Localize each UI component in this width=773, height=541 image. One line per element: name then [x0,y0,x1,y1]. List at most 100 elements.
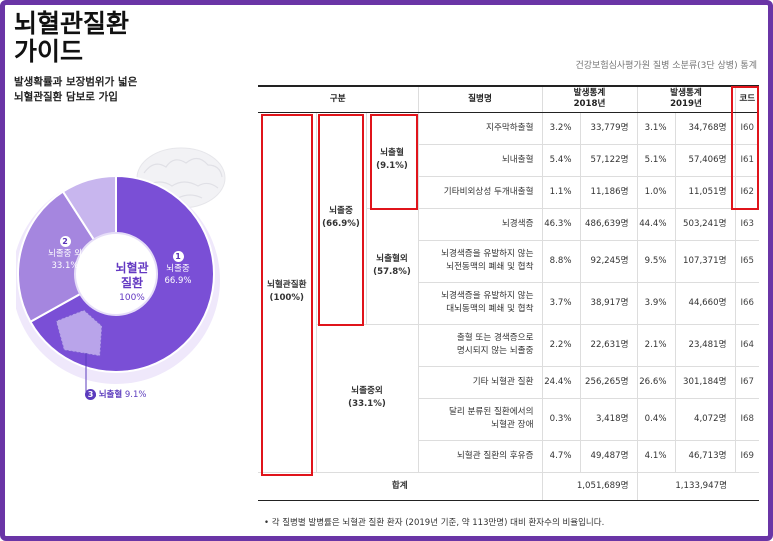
pct-2018: 24.4% [541,366,580,399]
disease-code: I66 [734,282,759,325]
table-row: 뇌졸중외 (33.1%) 출혈 또는 경색증으로 명시되지 않는 뇌졸중 2.2… [258,324,759,473]
pct-2019: 2.1% [636,324,675,367]
group-stroke: 뇌졸중 (66.9%) [315,112,366,325]
count-2019: 23,481명 [674,324,735,367]
pct-2018: 0.3% [541,398,580,441]
count-2019: 4,072명 [674,398,735,441]
total-2018: 1,051,689명 [541,471,637,501]
disease-code: I68 [734,398,759,441]
pct-2018: 4.7% [541,440,580,473]
count-2019: 46,713명 [674,440,735,473]
segment-1-pct: 66.9% [164,276,192,286]
source-note: 건강보험심사평가원 질병 소분류(3단 상병) 통계 [575,61,757,71]
segment-2-pct: 33.1% [51,261,79,271]
pct-2018: 5.4% [541,144,580,177]
segment-3-name: 뇌출혈 [98,390,123,400]
disease-name: 지주막하출혈 [417,112,542,145]
table-row: 뇌출혈외 (57.8%) 뇌경색증 46.3% 486,639명 44.4% 5… [258,208,759,325]
header-2018: 발생통계 2018년 [541,85,637,113]
count-2019: 301,184명 [674,366,735,399]
page-subtitle: 발생확률과 보장범위가 넓은 뇌혈관질환 담보로 가입 [14,75,137,105]
disease-code: I69 [734,440,759,473]
donut-hole [75,233,157,315]
count-2019: 11,051명 [674,176,735,209]
group-level-1-name: 뇌혈관질환 [266,280,307,290]
segment-2-number: 2 [59,236,71,247]
count-2018: 57,122명 [579,144,637,177]
count-2018: 33,779명 [579,112,637,145]
footnote: • 각 질병별 발병률은 뇌혈관 질환 환자 (2019년 기준, 약 113만… [264,518,605,528]
count-2019: 107,371명 [674,240,735,283]
pct-2019: 26.6% [636,366,675,399]
pct-2019: 44.4% [636,208,675,241]
donut-center-title-2: 질환 [120,276,144,290]
pct-2019: 3.1% [636,112,675,145]
pct-2019: 4.1% [636,440,675,473]
title-line-2: 가이드 [14,37,84,66]
header-code: 코드 [734,85,759,113]
pct-2018: 8.8% [541,240,580,283]
count-2018: 49,487명 [579,440,637,473]
disease-code: I62 [734,176,759,209]
table-row: 달리 분류된 질환에서의 뇌혈관 장애 0.3% 3,418명 0.4% 4,0… [258,398,759,441]
subtitle-line-2: 뇌혈관질환 담보로 가입 [14,91,118,103]
segment-1-name: 뇌졸중 [166,264,190,274]
table-row: 뇌혈관질환 (100%) 뇌졸중 (66.9%) 뇌출혈 (9.1%) 지주막하… [258,112,759,473]
count-2019: 57,406명 [674,144,735,177]
group-hemorrhage-pct: (9.1%) [376,161,408,171]
table-row: 뇌경색증을 유발하지 않는 뇌전동맥의 폐쇄 및 협착 8.8% 92,245명… [258,240,759,283]
disease-name: 기타비외상성 두개내출혈 [417,176,542,209]
pct-2018: 2.2% [541,324,580,367]
segment-2-name: 뇌졸중 외 [48,249,82,259]
disease-name-line-2: 뇌혈관 장애 [491,420,534,430]
pct-2019: 1.0% [636,176,675,209]
count-2018: 38,917명 [579,282,637,325]
count-2018: 3,418명 [579,398,637,441]
table-row: 뇌내출혈 5.4% 57,122명 5.1% 57,406명 I61 [258,144,759,177]
pct-2018: 1.1% [541,176,580,209]
count-2018: 11,186명 [579,176,637,209]
subtitle-line-1: 발생확률과 보장범위가 넓은 [14,76,138,88]
count-2018: 256,265명 [579,366,637,399]
disease-name-line-2: 대뇌동맥의 폐쇄 및 협착 [446,304,534,314]
group-level-1: 뇌혈관질환 (100%) [258,112,316,473]
disease-name: 뇌경색증을 유발하지 않는 대뇌동맥의 폐쇄 및 협착 [417,282,542,325]
disease-name: 달리 분류된 질환에서의 뇌혈관 장애 [417,398,542,441]
disease-name: 뇌혈관 질환의 후유증 [417,440,542,473]
pct-2019: 5.1% [636,144,675,177]
page-title: 뇌혈관질환 가이드 [14,10,129,66]
count-2018: 486,639명 [579,208,637,241]
disease-statistics-table: 구분 질병명 발생통계 2018년 발생통계 2019년 코드 뇌혈관질환 (1… [258,85,759,501]
count-2019: 44,660명 [674,282,735,325]
disease-name-line-2: 명시되지 않는 뇌졸중 [456,346,534,356]
disease-code: I65 [734,240,759,283]
group-infarction: 뇌출혈외 (57.8%) [365,208,418,325]
segment-3-pct: 9.1% [124,390,147,400]
header-group: 구분 [258,85,418,113]
pct-2018: 3.7% [541,282,580,325]
pct-2018: 46.3% [541,208,580,241]
group-other: 뇌졸중외 (33.1%) [315,324,418,473]
pct-2019: 3.9% [636,282,675,325]
total-code-empty [735,471,759,501]
disease-name-line-2: 뇌전동맥의 폐쇄 및 협착 [446,262,534,272]
donut-figure: 뇌혈관 질환 100% 1 뇌졸중 66.9% 2 뇌졸중 외 33.1% [16,128,256,408]
disease-name: 뇌경색증 [417,208,542,241]
total-label: 합계 [258,471,542,501]
group-stroke-pct: (66.9%) [322,219,360,229]
disease-name-line-1: 출혈 또는 경색증으로 [456,333,534,343]
count-2019: 503,241명 [674,208,735,241]
disease-code: I60 [734,112,759,145]
group-hemorrhage: 뇌출혈 (9.1%) [365,112,418,209]
group-other-name: 뇌졸중외 [351,386,383,396]
count-2018: 92,245명 [579,240,637,283]
disease-name: 뇌내출혈 [417,144,542,177]
header-2019: 발생통계 2019년 [636,85,735,113]
total-2019: 1,133,947명 [636,471,735,501]
group-hemorrhage-name: 뇌출혈 [380,148,404,158]
donut-center-label: 뇌혈관 질환 100% [102,261,162,306]
disease-name-line-1: 달리 분류된 질환에서의 [448,407,534,417]
pct-2019: 0.4% [636,398,675,441]
header-disease: 질병명 [417,85,542,113]
disease-name: 기타 뇌혈관 질환 [417,366,542,399]
